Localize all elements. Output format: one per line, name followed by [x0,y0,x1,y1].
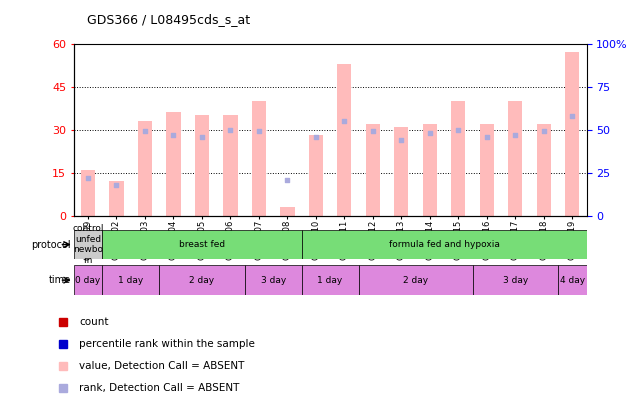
Point [481,133,492,140]
Bar [81,170,95,216]
Point [510,132,520,138]
Bar [558,265,587,295]
Text: 4 day: 4 day [560,276,585,285]
Point [339,118,349,124]
Text: protocol: protocol [31,240,71,249]
Text: 3 day: 3 day [503,276,528,285]
Point [225,126,235,133]
Bar [422,124,437,216]
Text: control
unfed
newbo
rn: control unfed newbo rn [72,225,104,265]
Bar [102,265,159,295]
Text: count: count [79,317,109,327]
Text: 2 day: 2 day [189,276,215,285]
Bar [110,181,124,216]
Text: formula fed and hypoxia: formula fed and hypoxia [388,240,499,249]
Text: GDS366 / L08495cds_s_at: GDS366 / L08495cds_s_at [87,13,249,26]
Point [197,133,207,140]
Point [567,113,578,119]
Bar [366,124,380,216]
Text: 0 day: 0 day [76,276,101,285]
Bar [337,64,351,216]
Text: time: time [48,275,71,285]
Point [311,133,321,140]
Bar [508,101,522,216]
Text: 3 day: 3 day [260,276,286,285]
Point [453,126,463,133]
Text: percentile rank within the sample: percentile rank within the sample [79,339,255,349]
Text: 1 day: 1 day [118,276,144,285]
Point [112,182,122,188]
Bar [394,127,408,216]
Text: 2 day: 2 day [403,276,428,285]
Point [83,175,93,181]
Bar [309,135,323,216]
Bar [472,265,558,295]
Point [368,128,378,135]
Bar [451,101,465,216]
Bar [245,265,302,295]
Point [140,128,150,135]
Point [425,130,435,136]
Bar [223,115,238,216]
Bar [195,115,209,216]
Bar [302,230,587,259]
Bar [166,112,181,216]
Bar [102,230,302,259]
Bar [565,52,579,216]
Bar [252,101,266,216]
Bar [138,121,152,216]
Text: 1 day: 1 day [317,276,343,285]
Text: value, Detection Call = ABSENT: value, Detection Call = ABSENT [79,361,245,371]
Bar [74,230,102,259]
Point [254,128,264,135]
Point [169,132,179,138]
Text: breast fed: breast fed [179,240,225,249]
Bar [159,265,245,295]
Bar [479,124,494,216]
Bar [358,265,472,295]
Bar [537,124,551,216]
Point [282,177,292,183]
Point [396,137,406,143]
Bar [74,265,102,295]
Text: rank, Detection Call = ABSENT: rank, Detection Call = ABSENT [79,383,240,393]
Point [538,128,549,135]
Bar [302,265,358,295]
Bar [280,207,294,216]
